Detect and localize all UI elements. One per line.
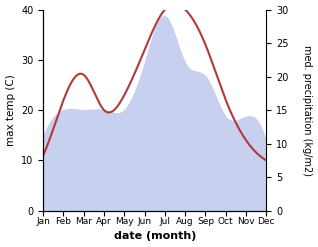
X-axis label: date (month): date (month) [114, 231, 196, 242]
Y-axis label: med. precipitation (kg/m2): med. precipitation (kg/m2) [302, 45, 313, 176]
Y-axis label: max temp (C): max temp (C) [5, 74, 16, 146]
